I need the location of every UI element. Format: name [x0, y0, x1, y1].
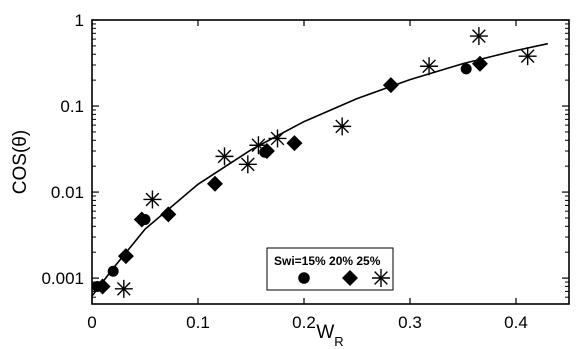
y-tick-label: 0.001 — [41, 269, 84, 288]
marker-diamond — [94, 278, 111, 295]
marker-asterisk — [420, 57, 439, 76]
legend-marker-asterisk — [372, 269, 390, 287]
marker-asterisk — [215, 147, 234, 166]
x-axis-title: WR — [316, 322, 343, 349]
x-tick-label: 0 — [87, 313, 96, 332]
marker-diamond — [206, 175, 223, 192]
marker-diamond — [133, 211, 150, 228]
x-tick-label: 0.4 — [504, 313, 528, 332]
y-tick-label: 0.01 — [51, 183, 84, 202]
plot-frame — [91, 19, 570, 305]
legend-label: Swi=15% 20% 25% — [274, 254, 381, 268]
legend-marker-circle — [298, 272, 310, 284]
marker-diamond — [471, 55, 488, 72]
marker-asterisk — [333, 117, 352, 136]
marker-diamond — [117, 248, 134, 265]
marker-asterisk — [249, 136, 268, 155]
marker-diamond — [160, 206, 177, 223]
y-tick-label: 0.1 — [60, 97, 84, 116]
marker-diamond — [258, 143, 275, 160]
marker-asterisk — [469, 27, 488, 46]
marker-circle — [107, 265, 119, 277]
x-tick-label: 0.3 — [398, 313, 422, 332]
marker-asterisk — [238, 155, 257, 174]
marker-asterisk — [143, 190, 162, 209]
marker-diamond — [382, 77, 399, 94]
legend: Swi=15% 20% 25% — [266, 247, 394, 291]
x-tick-label: 0.1 — [186, 313, 210, 332]
data-markers — [91, 27, 537, 298]
marker-asterisk — [268, 129, 287, 148]
x-tick-label: 0.2 — [292, 313, 316, 332]
plot-border — [91, 19, 570, 305]
y-tick-label: 1 — [75, 11, 84, 30]
marker-asterisk — [518, 47, 537, 66]
marker-circle — [460, 63, 472, 75]
marker-diamond — [286, 135, 303, 152]
legend-marker-diamond — [342, 270, 358, 286]
y-axis-title: COS(θ) — [10, 130, 31, 194]
axis-titles: WR COS(θ) — [10, 130, 344, 349]
axis-ticks: 0 0.1 0.2 0.3 0.4 0.001 0.01 0.1 1 — [41, 11, 569, 332]
legend-box — [266, 247, 394, 291]
marker-asterisk — [114, 279, 133, 298]
